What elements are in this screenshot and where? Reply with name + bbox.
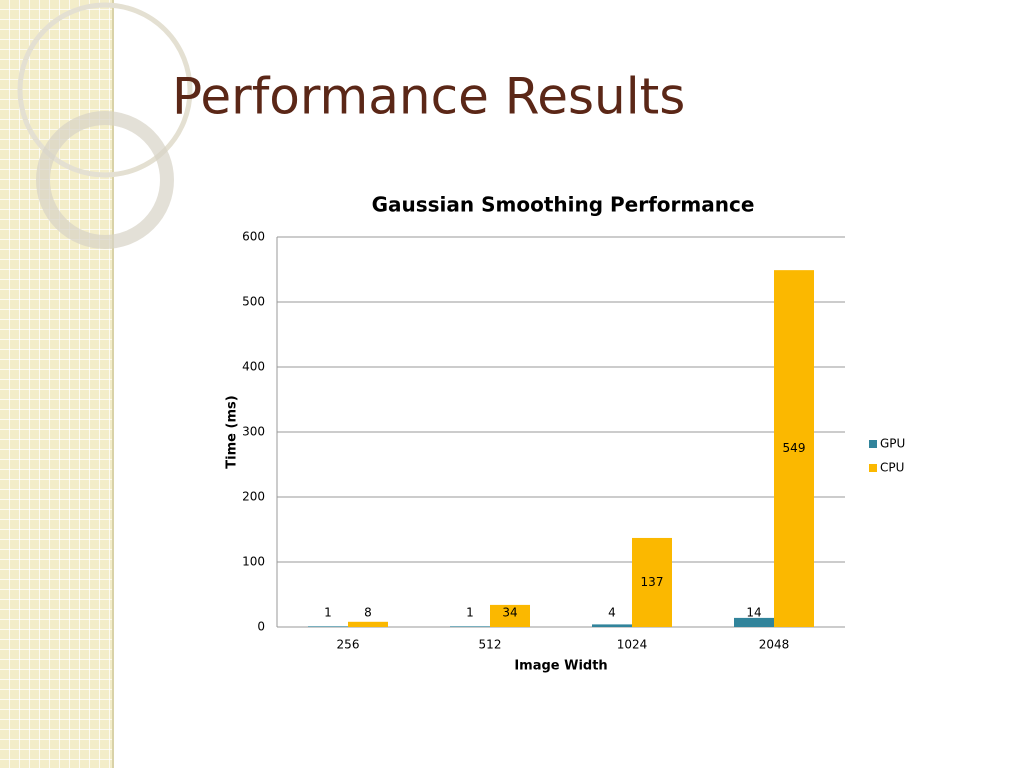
x-tick-label: 2048 [759, 638, 790, 652]
x-tick-label: 512 [479, 638, 502, 652]
y-tick-label: 100 [242, 555, 265, 569]
y-tick-label: 0 [257, 620, 265, 634]
bar [348, 621, 388, 627]
legend-label: GPU [880, 437, 905, 451]
legend-swatch [869, 440, 877, 448]
y-tick-label: 300 [242, 425, 265, 439]
data-label: 1 [324, 606, 332, 620]
legend-label: CPU [880, 461, 904, 475]
y-tick-label: 500 [242, 295, 265, 309]
x-tick-label: 1024 [617, 638, 648, 652]
data-label: 14 [746, 606, 761, 620]
x-tick-label: 256 [337, 638, 360, 652]
bar [592, 624, 632, 627]
chart-title: Gaussian Smoothing Performance [372, 193, 755, 217]
bar [734, 617, 774, 627]
y-tick-label: 600 [242, 230, 265, 244]
legend-swatch [869, 464, 877, 472]
data-label: 34 [502, 606, 517, 620]
y-tick-label: 400 [242, 360, 265, 374]
decor-strip [0, 0, 113, 768]
bar [450, 626, 490, 627]
slide-title: Performance Results [172, 68, 685, 126]
decor-circle [17, 2, 193, 178]
data-label: 4 [608, 606, 616, 620]
data-label: 549 [783, 441, 806, 455]
y-axis-title: Time (ms) [225, 395, 240, 468]
bar [774, 270, 814, 627]
bar [308, 626, 348, 627]
bar [632, 537, 672, 627]
decor-circle [36, 111, 174, 249]
bar [490, 604, 530, 627]
x-axis-title: Image Width [514, 659, 607, 674]
y-tick-label: 200 [242, 490, 265, 504]
data-label: 137 [641, 575, 664, 589]
data-label: 8 [364, 606, 372, 620]
data-label: 1 [466, 606, 474, 620]
